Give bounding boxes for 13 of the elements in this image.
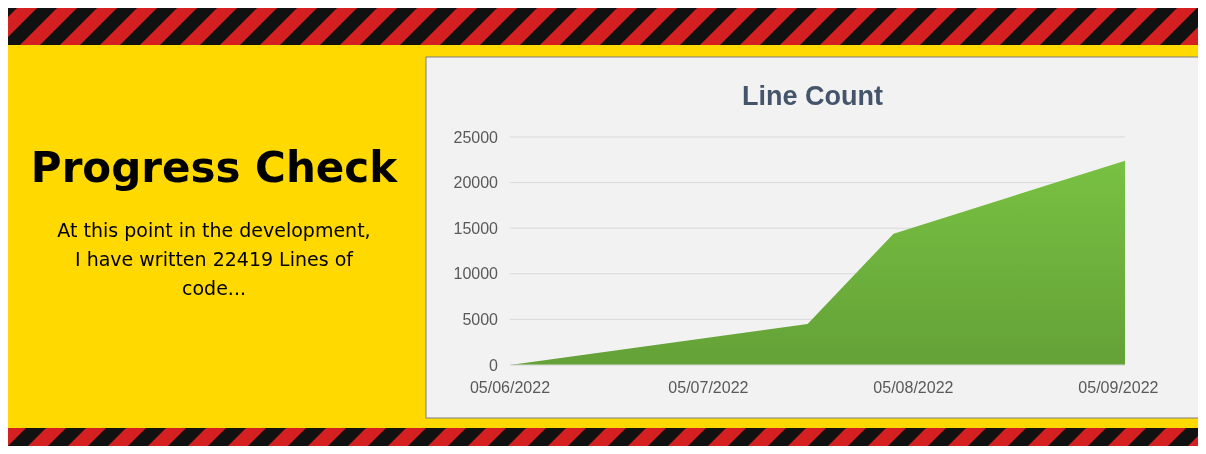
x-tick-label: 05/06/2022 bbox=[469, 379, 551, 396]
y-tick-label: 5000 bbox=[462, 311, 499, 328]
y-tick-label: 0 bbox=[489, 356, 499, 374]
text: Progress Check bbox=[29, 143, 399, 192]
x-tick-label: 05/08/2022 bbox=[873, 379, 954, 396]
text: At this point in the development, I have written 22419 Lines of code... bbox=[56, 218, 372, 301]
x-tick-label: 05/07/2022 bbox=[668, 379, 749, 396]
x-tick-label: 05/09/2022 bbox=[1078, 379, 1159, 396]
y-tick-label: 20000 bbox=[453, 174, 499, 192]
chart-title: Line Count bbox=[742, 81, 883, 111]
y-tick-label: 10000 bbox=[453, 265, 499, 283]
y-tick-label: 15000 bbox=[453, 219, 499, 237]
y-tick-label: 25000 bbox=[453, 128, 499, 146]
